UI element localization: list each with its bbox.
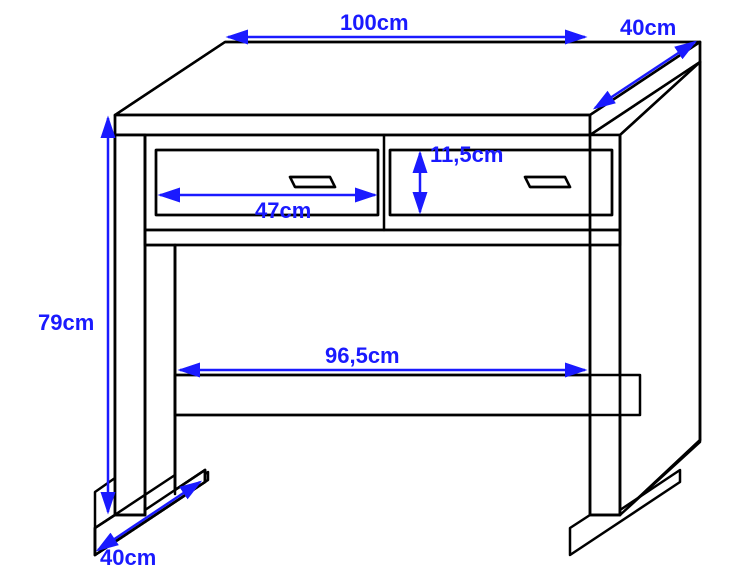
label-inner-width: 96,5cm: [325, 343, 400, 368]
drawer-handle-left: [290, 177, 335, 187]
label-width-top: 100cm: [340, 10, 409, 35]
label-drawer-width: 47cm: [255, 198, 311, 223]
label-height-left: 79cm: [38, 310, 94, 335]
label-depth-top: 40cm: [620, 15, 676, 40]
label-drawer-height: 11,5cm: [430, 142, 503, 167]
desk-dimension-diagram: 100cm 40cm 79cm 40cm 47cm 11,5cm 96,5cm: [0, 0, 750, 582]
tabletop-front-edge: [115, 115, 590, 135]
stretcher-bar: [175, 375, 640, 415]
drawer-handle-right: [525, 177, 570, 187]
desk-outline: [95, 42, 700, 555]
label-depth-bottom: 40cm: [100, 545, 156, 570]
